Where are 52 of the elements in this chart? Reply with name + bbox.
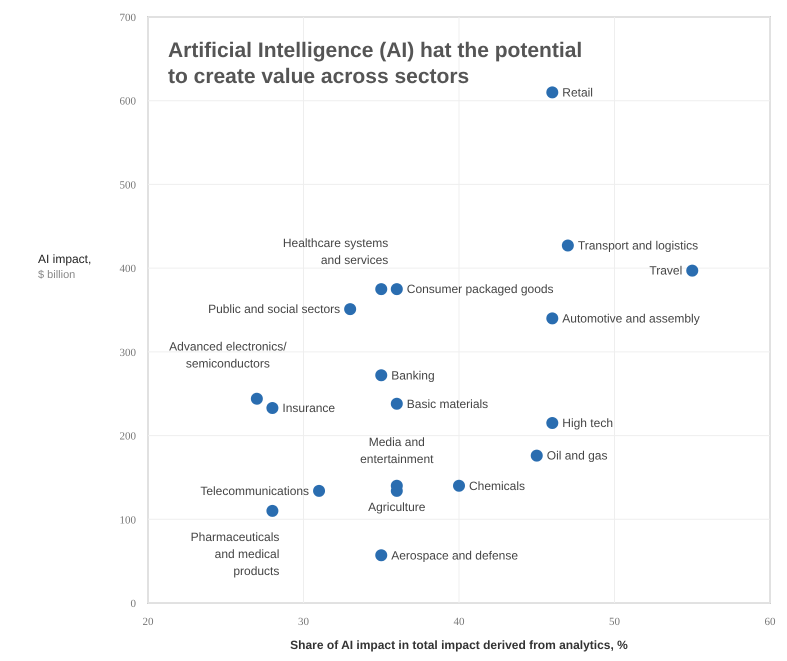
x-tick-label: 20 <box>142 616 154 628</box>
annotation: Aerospace and defense <box>391 548 518 562</box>
annotation: Consumer packaged goods <box>406 282 554 296</box>
annotation: High tech <box>562 416 614 430</box>
annotation: Healthcare systems and services <box>282 236 388 268</box>
annotation: Pharmaceuticals and medical products <box>190 530 280 578</box>
annotation: Automotive and assembly <box>562 311 700 326</box>
point <box>375 283 388 296</box>
annotation: Travel <box>649 264 682 278</box>
y-tick-label: 700 <box>120 12 136 24</box>
x-tick-label: 40 <box>454 616 465 628</box>
point <box>390 283 403 296</box>
point <box>266 504 278 517</box>
annotation: Banking <box>391 368 435 382</box>
point <box>375 549 388 562</box>
y-tick-label: 0 <box>130 598 136 610</box>
annotation: Basic materials <box>406 396 488 411</box>
y-tick-label: 200 <box>120 430 136 443</box>
point <box>313 484 326 497</box>
annotation: Media and entertainment <box>360 434 434 466</box>
point <box>562 240 574 252</box>
x-tick-label: 60 <box>764 616 776 628</box>
annotation: Oil and gas <box>546 448 608 463</box>
point <box>686 264 698 277</box>
x-tick-label: 30 <box>298 616 310 628</box>
point <box>250 392 263 405</box>
annotation: Telecommunications <box>200 484 310 498</box>
x-axis-title: Share of AI impact in total impact derived from analytics, % <box>290 638 628 652</box>
annotation: Transport and logistics <box>578 238 698 253</box>
annotation: Insurance <box>282 400 336 415</box>
point <box>546 417 558 429</box>
point <box>266 402 278 414</box>
point <box>390 398 403 410</box>
point <box>453 480 465 492</box>
text: Artificial Intelligence (AI) hat the potential to create value across sectors <box>168 39 582 88</box>
point <box>344 303 356 316</box>
annotation: Advanced electronics/ semiconductors <box>169 340 288 371</box>
point <box>546 86 558 98</box>
y-tick-label: 300 <box>120 346 136 359</box>
point <box>375 369 388 382</box>
y-tick-label: 100 <box>120 514 136 526</box>
y-tick-label: 400 <box>120 263 136 276</box>
x-tick-label: 50 <box>609 616 620 628</box>
y-axis-title: AI impact, $ billion <box>38 252 92 282</box>
annotation: Public and social sectors <box>208 302 340 316</box>
annotation: Retail <box>562 85 593 100</box>
y-tick-label: 500 <box>120 179 136 192</box>
point <box>530 450 543 462</box>
annotation: Chemicals <box>469 478 526 493</box>
y-tick-label: 600 <box>120 96 136 108</box>
annotation: Agriculture <box>368 500 426 514</box>
point <box>546 312 558 324</box>
